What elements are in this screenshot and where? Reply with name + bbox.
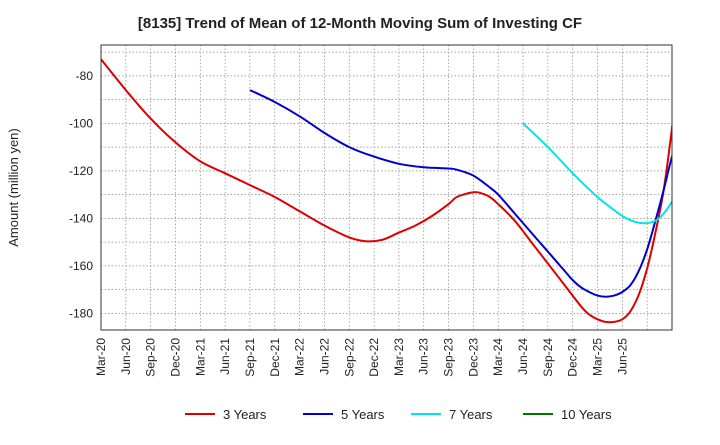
series-line-5-years — [249, 89, 672, 298]
x-tick-label: Mar-21 — [193, 338, 207, 376]
legend-label: 7 Years — [449, 407, 493, 422]
legend-label: 5 Years — [341, 407, 385, 422]
series-layer — [101, 58, 672, 324]
y-tick-label: -140 — [69, 211, 93, 225]
x-tick-label: Dec-22 — [367, 338, 381, 377]
x-tick-label: Mar-25 — [591, 338, 605, 376]
x-tick-label: Mar-23 — [392, 338, 406, 376]
x-tick-label: Jun-21 — [218, 338, 232, 375]
x-tick-label: Mar-22 — [293, 338, 307, 376]
legend-label: 10 Years — [561, 407, 612, 422]
x-tick-label: Jun-23 — [417, 338, 431, 375]
y-tick-label: -160 — [69, 259, 93, 273]
x-tick-label: Dec-23 — [466, 338, 480, 377]
plot-frame — [100, 44, 673, 331]
chart-title: [8135] Trend of Mean of 12-Month Moving … — [138, 15, 582, 32]
x-tick-label: Dec-20 — [168, 338, 182, 377]
x-tick-label: Jun-24 — [516, 338, 530, 375]
x-tick-label: Sep-21 — [243, 338, 257, 377]
x-tick-label: Jun-20 — [119, 338, 133, 375]
x-tick-label: Mar-24 — [491, 338, 505, 376]
x-tick-label: Jun-25 — [615, 338, 629, 375]
plot-area — [101, 45, 672, 330]
y-tick-label: -80 — [76, 69, 94, 83]
series-line-7-years — [522, 122, 672, 225]
y-tick-label: -120 — [69, 164, 93, 178]
x-tick-label: Sep-24 — [541, 338, 555, 377]
legend: 3 Years 5 Years 7 Years 10 Years — [185, 407, 612, 422]
x-tick-label: Mar-20 — [94, 338, 108, 376]
x-tick-labels: Mar-20 Jun-20 Sep-20 Dec-20 Mar-21 Jun-21 Sep-… — [94, 338, 629, 377]
legend-label: 3 Years — [223, 407, 267, 422]
y-axis-label: Amount (million yen) — [6, 128, 21, 247]
x-tick-label: Dec-21 — [268, 338, 282, 377]
x-tick-label: Dec-24 — [566, 338, 580, 377]
x-tick-label: Sep-20 — [144, 338, 158, 377]
series-line-3-years — [101, 58, 672, 324]
grid — [100, 45, 673, 330]
x-tick-label: Sep-22 — [342, 338, 356, 377]
x-tick-label: Sep-23 — [442, 338, 456, 377]
y-tick-labels: -80 -100 -120 -140 -160 -180 — [69, 69, 93, 321]
y-tick-label: -180 — [69, 306, 93, 320]
y-tick-label: -100 — [69, 116, 93, 130]
x-tick-label: Jun-22 — [317, 338, 331, 375]
